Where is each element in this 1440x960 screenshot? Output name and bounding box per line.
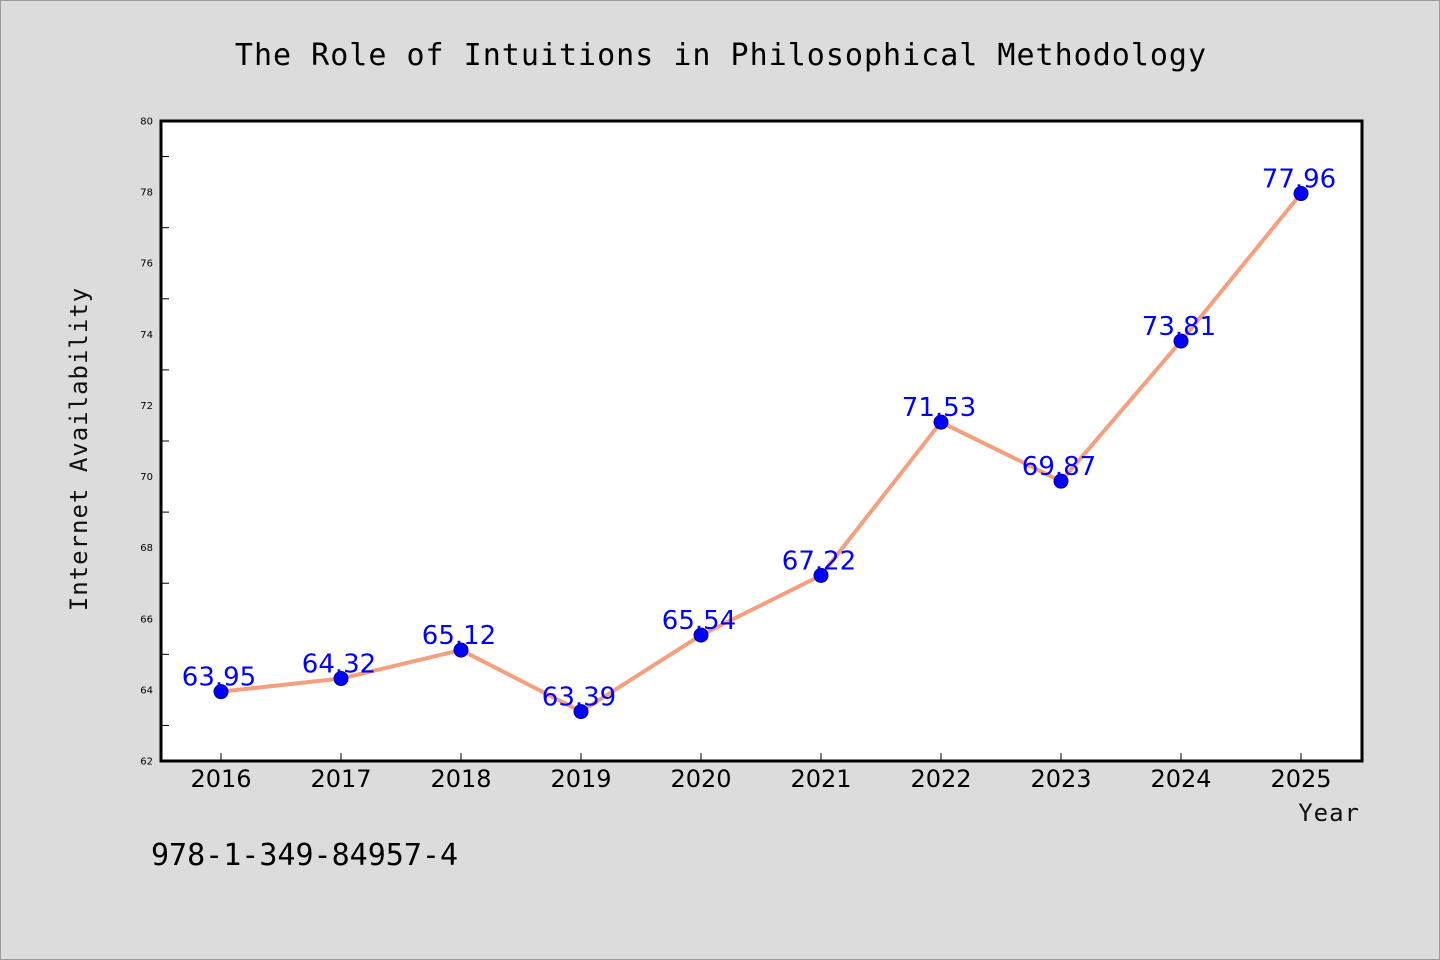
data-label: 63.39: [542, 683, 616, 713]
y-tick-label: 64: [140, 685, 153, 696]
data-point: [1053, 473, 1069, 489]
data-label: 63.95: [182, 663, 256, 693]
y-tick-label: 80: [140, 117, 153, 128]
x-axis-label: Year: [1298, 799, 1360, 827]
data-point: [573, 704, 589, 720]
data-point: [813, 567, 829, 583]
y-tick-label: 74: [140, 330, 153, 341]
x-tick-label: 2025: [1270, 765, 1331, 793]
x-tick-label: 2024: [1150, 765, 1211, 793]
y-axis-ticks: [161, 156, 169, 726]
data-point: [693, 627, 709, 643]
data-label: 69.87: [1022, 452, 1096, 482]
y-axis-label: Internet Availability: [65, 287, 93, 611]
data-labels: 63.95 64.32 65.12 63.39 65.54 67.22 71.53 69.87…: [182, 165, 1336, 713]
data-label: 71.53: [902, 393, 976, 423]
data-point: [453, 642, 469, 658]
data-point: [933, 414, 949, 430]
x-tick-label: 2023: [1030, 765, 1091, 793]
y-tick-label: 72: [140, 401, 153, 412]
data-label: 65.54: [662, 606, 736, 636]
y-tick-label: 68: [140, 543, 153, 554]
plot-area: [159, 119, 1364, 763]
data-point: [1293, 186, 1309, 202]
series-markers: [213, 186, 1309, 720]
x-tick-label: 2017: [310, 765, 371, 793]
x-axis-ticks: [220, 753, 1302, 761]
data-label: 73.81: [1142, 312, 1216, 342]
y-tick-label: 76: [140, 259, 153, 270]
data-label: 64.32: [302, 650, 376, 680]
x-tick-label: 2016: [190, 765, 251, 793]
data-label: 77.96: [1262, 165, 1336, 195]
series-line: [219, 191, 1303, 714]
x-tick-label: 2018: [430, 765, 491, 793]
y-tick-label: 70: [140, 472, 153, 483]
y-tick-label: 78: [140, 188, 153, 199]
data-point: [1173, 333, 1189, 349]
y-tick-label: 66: [140, 614, 153, 625]
data-label: 67.22: [782, 546, 856, 576]
chart-title: The Role of Intuitions in Philosophical …: [235, 38, 1207, 73]
x-tick-label: 2019: [550, 765, 611, 793]
isbn-annotation: 978-1-349-84957-4: [151, 838, 458, 873]
data-label: 65.12: [422, 621, 496, 651]
x-axis-tick-labels: 2016 2017 2018 2019 2020 2021 2022 2023 2024 2025: [190, 765, 1331, 793]
x-tick-label: 2021: [790, 765, 851, 793]
y-tick-label: 62: [140, 757, 153, 768]
x-tick-label: 2022: [910, 765, 971, 793]
y-axis-tick-labels: 62 64 66 68 70 72 74 76 78 80: [140, 117, 153, 768]
data-point: [213, 684, 229, 700]
x-tick-label: 2020: [670, 765, 731, 793]
data-point: [333, 671, 349, 687]
